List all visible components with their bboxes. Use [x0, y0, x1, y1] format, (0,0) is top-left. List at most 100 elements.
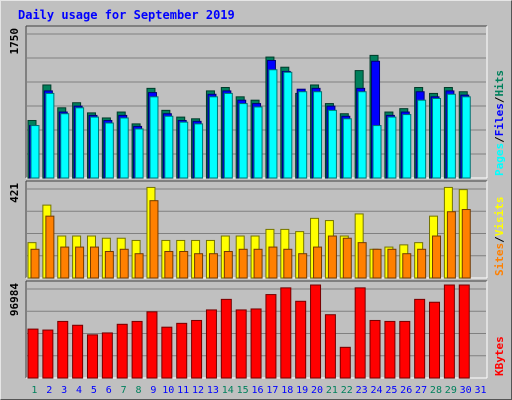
x-tick-label-day-18: 18: [281, 385, 293, 396]
x-tick-label-day-7: 7: [121, 385, 127, 396]
legend: Sites/Visits: [493, 197, 506, 277]
bar-kbytes-day-12: [191, 319, 203, 379]
y-axis-max-label: 421: [8, 183, 21, 203]
legend-separator: /: [493, 96, 506, 103]
x-tick-label-day-22: 22: [341, 385, 353, 396]
bar-pages-day-27: [417, 99, 427, 179]
x-tick-label-day-31: 31: [475, 385, 487, 396]
bar-sites-day-24: [372, 248, 382, 279]
x-tick-label-day-28: 28: [430, 385, 442, 396]
bar-kbytes-day-28: [429, 301, 441, 379]
y-axis-max-label: 96984: [8, 283, 21, 316]
x-tick-label-day-10: 10: [162, 385, 174, 396]
bar-sites-day-7: [119, 248, 129, 279]
x-tick-label-day-2: 2: [46, 385, 52, 396]
x-tick-label-day-29: 29: [445, 385, 457, 396]
bar-pages-day-16: [253, 106, 263, 179]
bar-sites-day-12: [194, 253, 204, 279]
bar-sites-day-9: [149, 200, 159, 279]
bar-pages-day-7: [119, 117, 129, 179]
bar-kbytes-day-3: [57, 320, 69, 379]
bar-sites-day-25: [387, 248, 397, 279]
bar-kbytes-day-11: [176, 322, 188, 379]
bar-kbytes-day-20: [310, 284, 322, 379]
legend-separator: /: [493, 136, 506, 143]
legend-entry-files: Files: [493, 103, 506, 136]
bar-pages-day-9: [149, 96, 159, 179]
bar-kbytes-day-15: [235, 309, 247, 379]
bar-pages-day-18: [283, 71, 293, 179]
legend-entry-kbytes: KBytes: [493, 336, 506, 376]
bar-sites-day-6: [104, 250, 114, 279]
bar-kbytes-day-19: [295, 300, 307, 379]
bar-pages-day-30: [461, 96, 471, 179]
bar-pages-day-23: [357, 91, 367, 179]
bar-sites-day-29: [446, 211, 456, 279]
bar-sites-day-15: [238, 248, 248, 279]
bar-pages-day-4: [75, 107, 85, 179]
bar-sites-day-13: [208, 253, 218, 279]
bar-pages-day-6: [104, 122, 114, 179]
x-tick-label-day-8: 8: [136, 385, 142, 396]
x-tick-label-day-4: 4: [76, 385, 82, 396]
bar-kbytes-day-25: [384, 320, 396, 379]
bar-pages-day-8: [134, 128, 144, 179]
bar-pages-day-17: [268, 69, 278, 179]
bar-pages-day-21: [327, 109, 337, 179]
bar-kbytes-day-29: [443, 284, 455, 379]
bar-sites-day-23: [357, 242, 367, 279]
x-tick-label-day-26: 26: [400, 385, 412, 396]
legend-entry-sites: Sites: [493, 243, 506, 276]
bar-kbytes-day-16: [250, 308, 262, 379]
bar-kbytes-day-14: [220, 298, 232, 379]
legend-entry-hits: Hits: [493, 70, 506, 97]
bar-kbytes-day-6: [101, 332, 113, 379]
bar-kbytes-day-10: [161, 326, 173, 379]
bar-pages-day-14: [223, 92, 233, 179]
bar-kbytes-day-26: [399, 320, 411, 379]
bar-sites-day-2: [45, 215, 55, 279]
x-tick-label-day-21: 21: [326, 385, 338, 396]
x-tick-label-day-9: 9: [150, 385, 156, 396]
x-tick-label-day-3: 3: [61, 385, 67, 396]
bar-pages-day-10: [164, 115, 174, 179]
bar-sites-day-14: [223, 250, 233, 279]
bar-sites-day-1: [30, 248, 40, 279]
x-tick-label-day-6: 6: [106, 385, 112, 396]
bar-kbytes-day-7: [116, 323, 128, 379]
legend: Pages/Files/Hits: [493, 70, 506, 176]
bar-pages-day-28: [432, 98, 442, 179]
bar-pages-day-29: [446, 93, 456, 179]
x-tick-label-day-13: 13: [207, 385, 219, 396]
bar-pages-day-2: [45, 92, 55, 179]
bar-kbytes-day-5: [86, 334, 98, 379]
bar-kbytes-day-18: [280, 287, 292, 379]
bar-kbytes-day-8: [131, 320, 143, 379]
bar-pages-day-20: [313, 91, 323, 179]
bar-sites-day-21: [327, 235, 337, 279]
bar-sites-day-3: [60, 246, 70, 279]
bar-sites-day-27: [417, 248, 427, 279]
bar-sites-day-30: [461, 209, 471, 279]
bar-sites-day-4: [75, 246, 85, 279]
legend-separator: /: [493, 236, 506, 243]
x-tick-label-day-17: 17: [266, 385, 278, 396]
x-tick-label-day-27: 27: [415, 385, 427, 396]
bar-sites-day-10: [164, 250, 174, 279]
bar-pages-day-5: [89, 116, 99, 179]
bar-pages-day-11: [179, 121, 189, 179]
bar-pages-day-3: [60, 113, 70, 179]
x-tick-label-day-1: 1: [31, 385, 37, 396]
x-tick-label-day-24: 24: [370, 385, 382, 396]
bar-kbytes-day-17: [265, 294, 277, 379]
bar-kbytes-day-13: [205, 309, 217, 379]
bar-kbytes-day-4: [72, 324, 84, 379]
legend-entry-visits: Visits: [493, 197, 506, 237]
bar-sites-day-11: [179, 250, 189, 279]
x-tick-label-day-19: 19: [296, 385, 308, 396]
bar-sites-day-20: [313, 246, 323, 279]
x-tick-label-day-11: 11: [177, 385, 189, 396]
bar-pages-day-1: [30, 125, 40, 179]
bar-pages-day-25: [387, 116, 397, 179]
